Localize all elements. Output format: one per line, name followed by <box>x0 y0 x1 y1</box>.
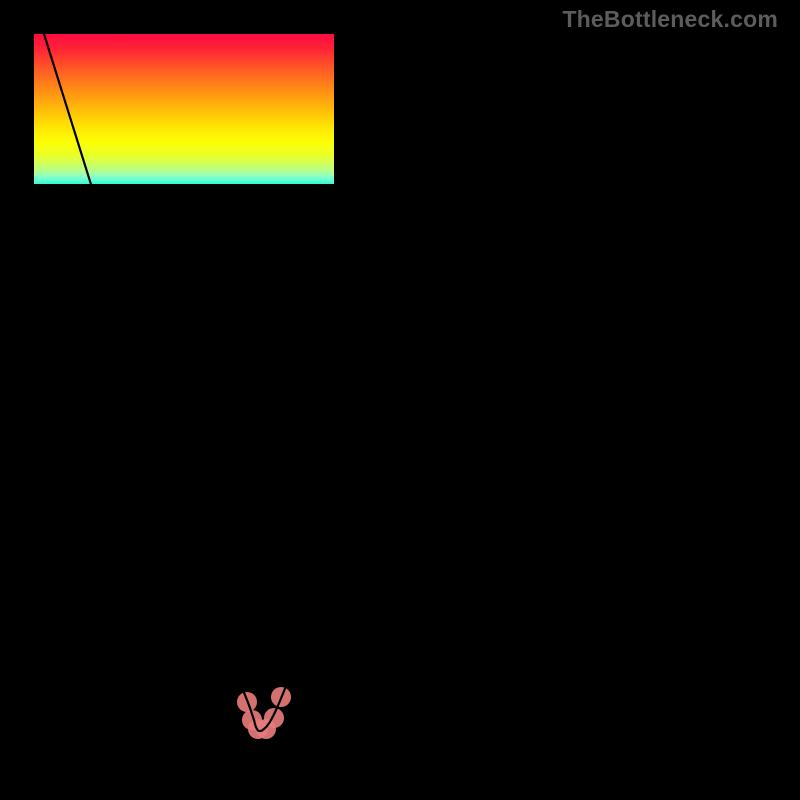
outer-frame: TheBottleneck.com <box>0 0 800 800</box>
bottleneck-curve <box>44 34 766 731</box>
watermark-text: TheBottleneck.com <box>562 6 778 33</box>
curve-layer <box>34 34 766 766</box>
plot-area <box>34 34 766 766</box>
